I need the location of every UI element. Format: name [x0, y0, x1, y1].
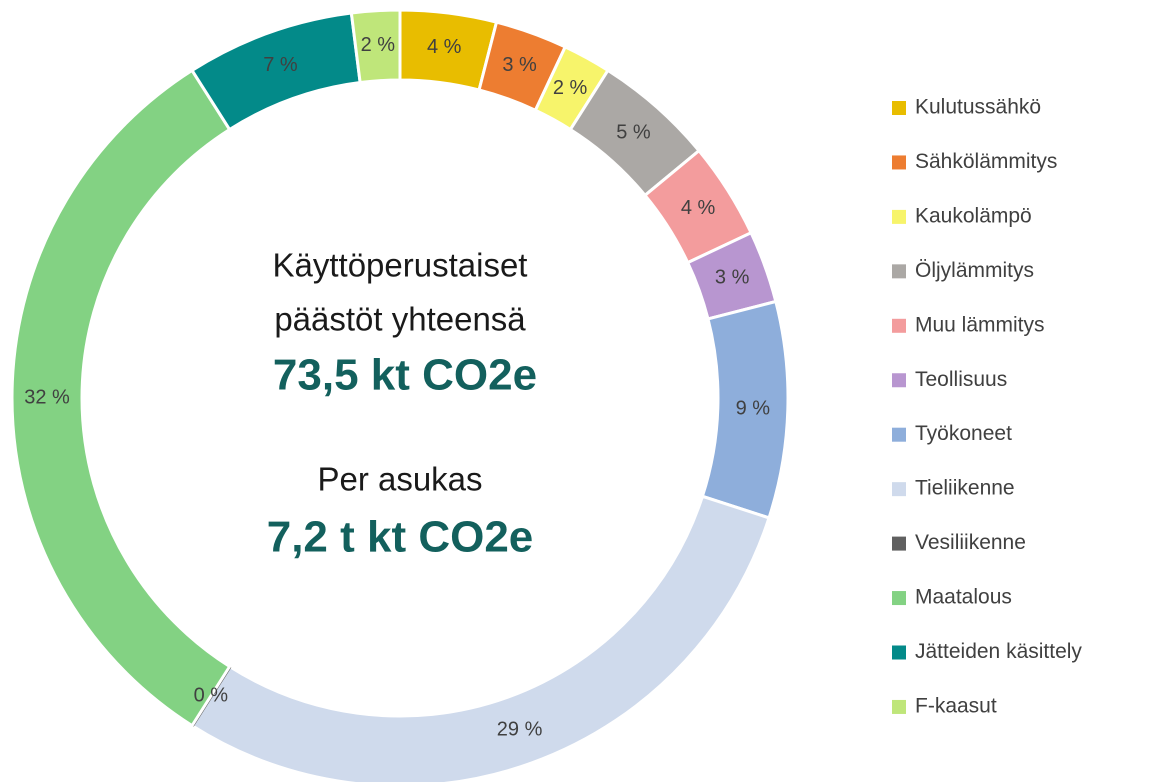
legend-swatch: [892, 373, 906, 388]
slice: [190, 494, 771, 782]
legend-swatch: [892, 318, 906, 333]
legend-swatch: [892, 427, 906, 442]
legend-swatch: [892, 591, 906, 606]
data-label: 29 %: [497, 718, 543, 740]
legend-swatch: [892, 536, 906, 551]
data-label: 3 %: [715, 267, 750, 289]
data-label: 7 %: [263, 54, 298, 76]
center-per-capita: 7,2 t kt CO2e: [267, 513, 534, 562]
legend-swatch: [892, 264, 906, 279]
data-label: 2 %: [361, 34, 396, 56]
data-label: 2 %: [553, 77, 588, 99]
legend-label: Teollisuus: [915, 368, 1007, 391]
data-label: 5 %: [616, 121, 651, 143]
legend-label: Vesiliikenne: [915, 531, 1026, 554]
data-label: 3 %: [502, 54, 537, 76]
legend-label: Kaukolämpö: [915, 204, 1032, 227]
legend-swatch: [892, 101, 906, 115]
legend-label: Tieliikenne: [915, 477, 1015, 500]
data-label: 32 %: [24, 386, 70, 408]
legend-swatch: [892, 482, 906, 497]
legend-swatch: [892, 645, 906, 660]
legend-swatch: [892, 155, 906, 170]
legend-label: Öljylämmitys: [915, 259, 1034, 282]
center-text: Per asukas: [317, 461, 482, 498]
data-label: 4 %: [681, 197, 716, 219]
slice: [349, 8, 402, 85]
legend-label: Kulutussähkö: [915, 96, 1041, 119]
legend-swatch: [892, 209, 906, 224]
legend-label: Muu lämmitys: [915, 313, 1045, 336]
data-label: 0 %: [194, 684, 229, 706]
legend-label: Työkoneet: [915, 422, 1012, 445]
data-label: 9 %: [736, 397, 771, 419]
center-text: päästöt yhteensä: [274, 301, 526, 338]
center-total: 73,5 kt CO2e: [273, 351, 537, 400]
legend-swatch: [892, 699, 906, 714]
legend-label: Maatalous: [915, 586, 1012, 609]
legend-label: Jätteiden käsittely: [915, 640, 1082, 663]
legend-label: F-kaasut: [915, 694, 997, 717]
data-label: 4 %: [427, 36, 462, 58]
center-text: Käyttöperustaiset: [273, 247, 528, 284]
legend-label: Sähkölämmitys: [915, 150, 1057, 173]
